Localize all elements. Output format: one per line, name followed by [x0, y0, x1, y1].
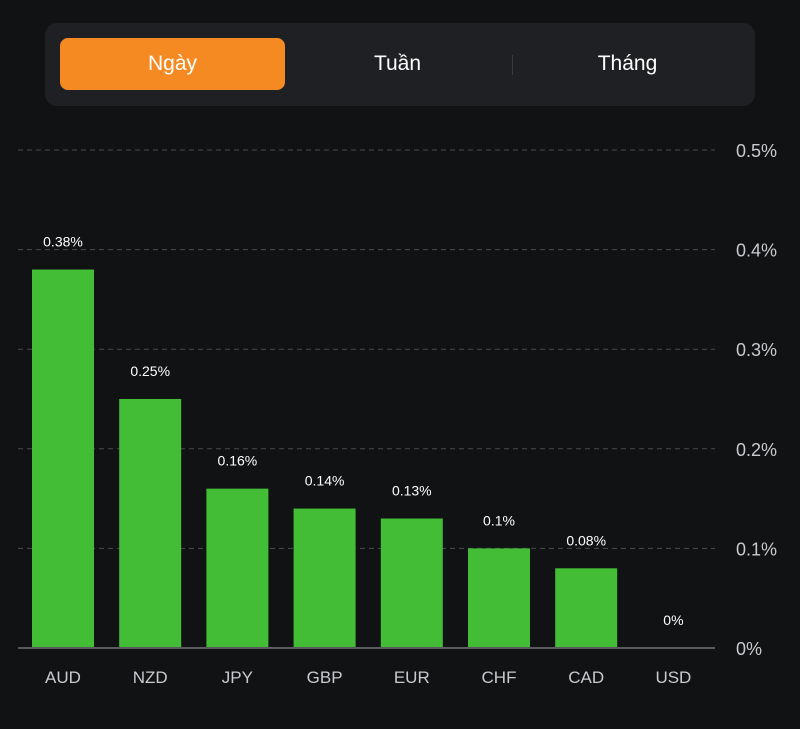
- tab-day[interactable]: Ngày: [60, 38, 285, 90]
- y-tick-label: 0.3%: [736, 340, 777, 360]
- bar-gbp[interactable]: [293, 508, 356, 647]
- bar-value-label: 0.13%: [392, 483, 432, 499]
- bar-nzd[interactable]: [119, 399, 182, 647]
- bar-value-label: 0.1%: [483, 512, 515, 528]
- tab-month[interactable]: Tháng: [597, 52, 658, 75]
- bar-aud[interactable]: [32, 269, 94, 647]
- x-tick-label: CHF: [482, 668, 517, 687]
- tab-divider: [512, 55, 513, 75]
- x-tick-label: JPY: [222, 668, 253, 687]
- tab-week[interactable]: Tuần: [373, 52, 422, 75]
- x-tick-label: USD: [655, 668, 691, 687]
- x-tick-label: AUD: [45, 668, 81, 687]
- y-tick-label: 0.1%: [736, 539, 777, 559]
- bar-value-label: 0.25%: [130, 363, 170, 379]
- bar-value-label: 0.38%: [43, 234, 83, 250]
- bar-value-label: 0.14%: [305, 473, 345, 489]
- y-tick-label: 0.5%: [736, 141, 777, 161]
- bar-value-label: 0.08%: [566, 532, 606, 548]
- bar-value-label: 0.16%: [218, 453, 258, 469]
- bar-value-label: 0%: [663, 612, 683, 628]
- y-tick-label: 0.4%: [736, 241, 777, 261]
- x-tick-label: GBP: [307, 668, 343, 687]
- x-tick-label: CAD: [568, 668, 604, 687]
- bar-jpy[interactable]: [206, 488, 269, 647]
- x-tick-label: EUR: [394, 668, 430, 687]
- x-tick-label: NZD: [133, 668, 168, 687]
- bar-cad[interactable]: [555, 568, 618, 647]
- y-tick-label: 0.2%: [736, 440, 777, 460]
- period-segmented-control: Ngày Tuần Tháng: [45, 23, 755, 106]
- bar-eur[interactable]: [380, 518, 443, 647]
- bar-chf[interactable]: [468, 548, 530, 647]
- y-tick-label: 0%: [736, 639, 762, 659]
